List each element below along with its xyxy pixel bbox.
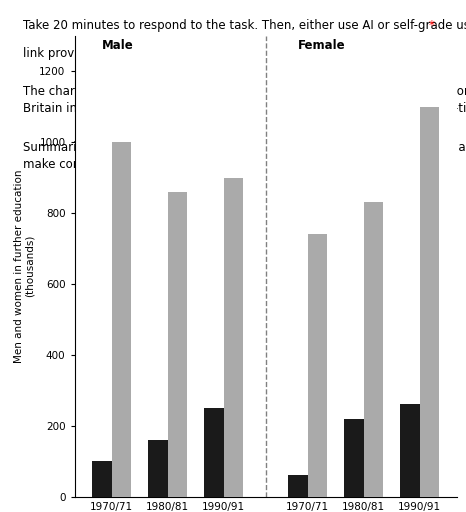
Bar bbox=[92, 461, 111, 497]
Bar bbox=[363, 202, 383, 497]
Text: link provided above.: link provided above. bbox=[23, 47, 143, 60]
Text: The chart below shows the number of men and women in further education in
Britai: The chart below shows the number of men … bbox=[23, 85, 466, 115]
Text: Take 20 minutes to respond to the task. Then, either use AI or self-grade using : Take 20 minutes to respond to the task. … bbox=[23, 19, 466, 32]
Bar bbox=[420, 106, 439, 497]
Text: Male: Male bbox=[102, 39, 133, 52]
Bar bbox=[168, 192, 187, 497]
Text: Female: Female bbox=[298, 39, 345, 52]
Bar bbox=[288, 475, 308, 497]
Text: Summarise the information by selecting and reporting the main features and
make : Summarise the information by selecting a… bbox=[23, 141, 466, 171]
Bar bbox=[148, 440, 168, 497]
Text: *: * bbox=[429, 19, 434, 32]
Bar bbox=[308, 234, 327, 497]
Bar bbox=[344, 419, 363, 497]
Bar bbox=[111, 142, 131, 497]
Bar bbox=[400, 404, 420, 497]
Bar bbox=[204, 408, 224, 497]
Bar bbox=[224, 178, 243, 497]
Y-axis label: Men and women in further education
(thousands): Men and women in further education (thou… bbox=[14, 169, 35, 363]
